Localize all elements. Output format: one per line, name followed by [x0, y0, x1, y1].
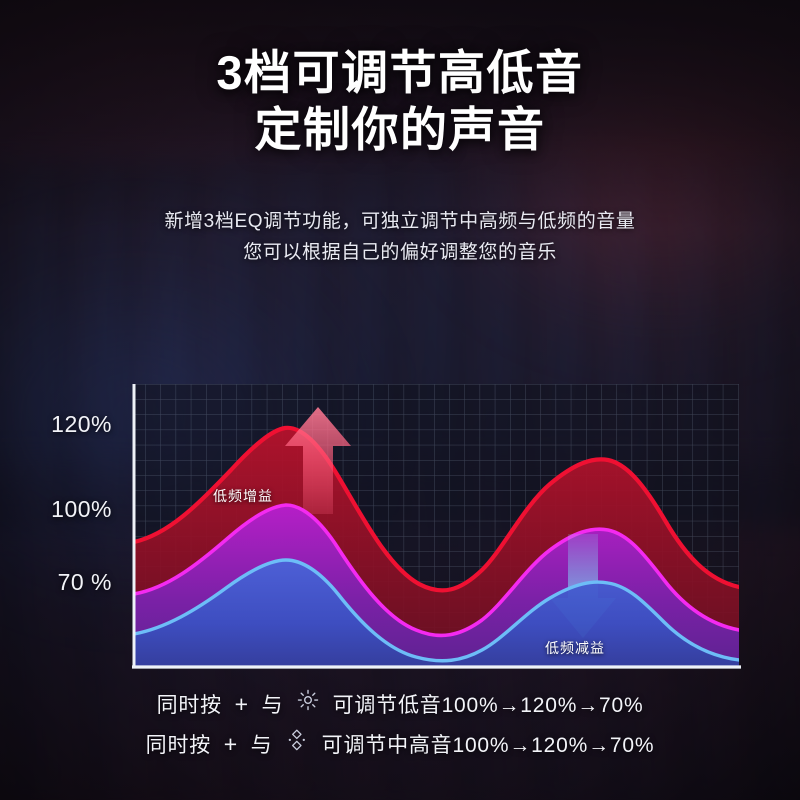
- eq-chart-svg: [132, 384, 741, 669]
- plus-key-icon-2: +: [223, 730, 238, 757]
- instruction-1-suffix: 可调节低音100%→120%→70%: [332, 694, 644, 717]
- instruction-line-1: 同时按 + 与 可调节低音100%→120%→70%: [0, 689, 800, 719]
- instruction-2-conj: 与: [250, 734, 273, 757]
- title-line-1: 3档可调节高低音: [216, 46, 584, 99]
- annotation-low-freq-cut: 低频减益: [545, 640, 605, 656]
- page-title: 3档可调节高低音 定制你的声音: [0, 44, 800, 159]
- instruction-2-prefix: 同时按: [145, 734, 212, 757]
- plus-key-icon: +: [234, 690, 249, 717]
- instruction-1-conj: 与: [261, 694, 284, 717]
- instruction-line-2: 同时按 + 与 可调节中高音100%→120%→70%: [0, 729, 800, 759]
- instruction-1-prefix: 同时按: [156, 694, 222, 717]
- instruction-2-suffix: 可调节中高音100%→120%→70%: [321, 734, 655, 757]
- series-area-70: [134, 560, 739, 666]
- series-line-70: [134, 558, 739, 663]
- diamond-cluster-icon: [286, 729, 308, 757]
- page-subtitle: 新增3档EQ调节功能，可独立调节中高频与低频的音量 您可以根据自己的偏好调整您的…: [0, 206, 800, 269]
- low-freq-gain-arrow-icon: [285, 407, 351, 514]
- annotation-low-freq-gain: 低频增益: [213, 488, 273, 504]
- top-scrim: [0, 0, 800, 230]
- series-line-100: [134, 503, 739, 638]
- subtitle-line-2: 您可以根据自己的偏好调整您的音乐: [243, 242, 557, 264]
- subtitle-line-1: 新增3档EQ调节功能，可独立调节中高频与低频的音量: [164, 211, 636, 232]
- y-tick-70: 70 %: [57, 569, 112, 595]
- chart-y-axis-labels: 120% 100% 70 %: [0, 384, 126, 670]
- y-tick-120: 120%: [51, 411, 112, 437]
- eq-response-chart: [130, 384, 742, 670]
- series-line-120: [134, 425, 739, 593]
- y-tick-100: 100%: [51, 496, 112, 522]
- title-line-2: 定制你的声音: [254, 103, 546, 157]
- sun-brightness-icon: [297, 689, 319, 717]
